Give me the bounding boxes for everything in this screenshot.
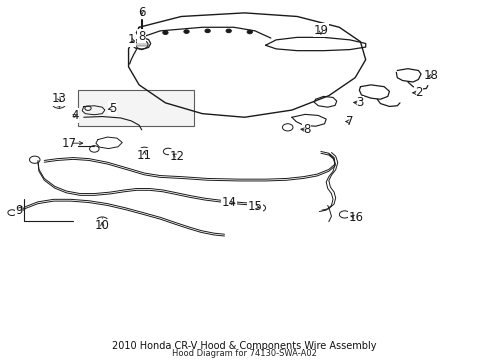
Text: 19: 19: [313, 24, 328, 37]
Text: 2: 2: [414, 86, 421, 99]
Text: 6: 6: [138, 6, 145, 19]
Text: 7: 7: [346, 115, 353, 128]
Text: 8: 8: [138, 30, 145, 43]
Text: 10: 10: [95, 220, 109, 233]
Text: 17: 17: [62, 137, 77, 150]
Circle shape: [246, 30, 252, 34]
Text: 2010 Honda CR-V Hood & Components Wire Assembly: 2010 Honda CR-V Hood & Components Wire A…: [112, 341, 376, 351]
Circle shape: [183, 30, 189, 33]
Text: 16: 16: [348, 211, 363, 224]
Circle shape: [204, 29, 210, 33]
Circle shape: [225, 29, 231, 33]
Text: 1: 1: [127, 33, 135, 46]
Text: 14: 14: [221, 197, 236, 210]
Text: 12: 12: [169, 150, 184, 163]
Text: 15: 15: [247, 200, 262, 213]
Text: 4: 4: [71, 109, 79, 122]
Text: 13: 13: [51, 92, 66, 105]
Text: 5: 5: [109, 102, 116, 115]
Text: 11: 11: [137, 149, 152, 162]
Circle shape: [163, 31, 168, 35]
Text: 3: 3: [355, 96, 362, 109]
Text: 9: 9: [15, 204, 22, 217]
Bar: [79, 90, 194, 126]
Text: 18: 18: [423, 69, 438, 82]
Text: Hood Diagram for 74130-SWA-A02: Hood Diagram for 74130-SWA-A02: [172, 348, 316, 357]
Text: 8: 8: [303, 123, 310, 136]
